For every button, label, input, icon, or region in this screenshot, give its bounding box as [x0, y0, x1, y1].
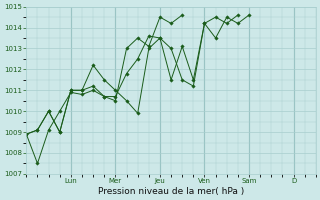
- X-axis label: Pression niveau de la mer( hPa ): Pression niveau de la mer( hPa ): [98, 187, 244, 196]
